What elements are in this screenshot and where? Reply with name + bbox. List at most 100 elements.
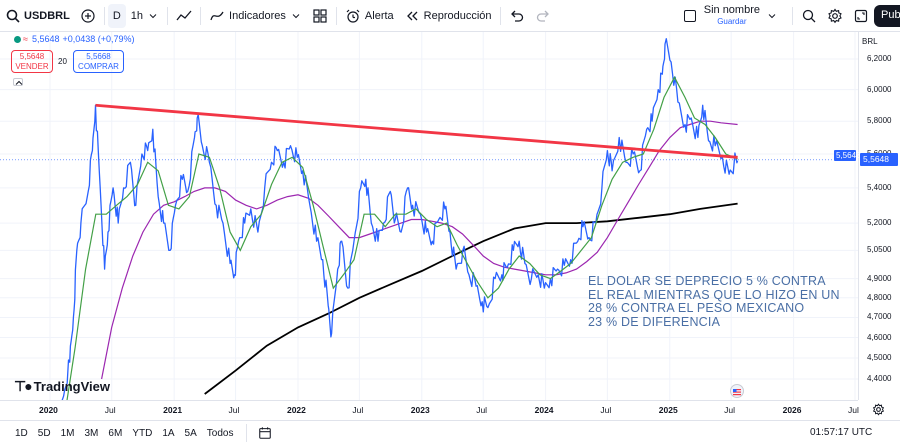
symbol-search-button[interactable]: USDBRL xyxy=(0,4,75,28)
market-status-icon xyxy=(14,35,21,43)
annotation-line: EL REAL MIENTRAS QUE LO HIZO EN UN xyxy=(588,287,840,302)
sell-label: VENDER xyxy=(15,62,49,71)
chart-annotation[interactable]: EL DOLAR SE DEPRECIO 5 % CONTRA EL REAL … xyxy=(588,274,840,329)
divider xyxy=(335,6,337,25)
indicators-button[interactable]: Indicadores xyxy=(204,4,307,28)
price-tick-label: 4,5000 xyxy=(867,353,892,363)
last-price-label: 5,5648 xyxy=(860,153,898,166)
layout-name: Sin nombre Guardar xyxy=(703,3,760,27)
range-button[interactable]: 6M xyxy=(108,427,123,439)
symbol-label: USDBRL xyxy=(24,9,70,22)
layout-name-button[interactable]: Sin nombre Guardar xyxy=(679,4,783,28)
redo-button[interactable] xyxy=(530,4,556,28)
time-axis[interactable]: 2020 Jul 2021 Jul 2022 Jul 2023 Jul 2024 Jul 2025 J… xyxy=(0,400,859,418)
legend-change: +0,0438 (+0,79%) xyxy=(62,34,135,44)
range-button[interactable]: 5D xyxy=(37,427,51,439)
time-tick-label: Jul xyxy=(228,405,240,415)
time-tick-label: Jul xyxy=(476,405,488,415)
range-button[interactable]: Todos xyxy=(206,427,234,439)
range-button[interactable]: 1M xyxy=(60,427,75,439)
time-tick-label: 2023 xyxy=(410,405,430,415)
price-tick-label: 5,0500 xyxy=(867,245,892,255)
tradingview-wordmark: TradingView xyxy=(33,379,110,394)
buy-price: 5,5668 xyxy=(86,52,111,61)
chevron-down-icon xyxy=(292,13,300,18)
currency-label[interactable]: BRL xyxy=(862,37,878,46)
range-button[interactable]: YTD xyxy=(132,427,153,439)
price-tick-label: 5,2000 xyxy=(867,218,892,228)
period-d-button[interactable]: D xyxy=(107,3,126,28)
undo-button[interactable] xyxy=(504,4,530,28)
axis-settings-icon[interactable] xyxy=(872,403,885,416)
range-button[interactable]: 3M xyxy=(84,427,99,439)
buy-button[interactable]: 5,5668 COMPRAR xyxy=(73,50,124,73)
price-tick-label: 4,4000 xyxy=(867,374,892,383)
ma-fast-line xyxy=(66,75,738,400)
chevron-down-icon xyxy=(768,13,776,18)
annotation-line: 23 % DE DIFERENCIA xyxy=(588,314,721,329)
price-scale[interactable]: 6,20006,00005,80005,60005,40005,20005,05… xyxy=(858,32,900,400)
fullscreen-icon xyxy=(854,9,868,22)
replay-button[interactable]: Reproducción xyxy=(399,4,497,28)
legend-collapse-button[interactable] xyxy=(13,78,23,86)
utc-clock[interactable]: 01:57:17 UTC xyxy=(810,427,873,438)
buy-label: COMPRAR xyxy=(78,62,119,71)
range-button[interactable]: 1D xyxy=(15,427,28,439)
indicators-icon xyxy=(210,11,224,20)
tradingview-mark-icon: ⊤● xyxy=(14,378,33,394)
settings-button[interactable] xyxy=(822,4,848,28)
indicators-label: Indicadores xyxy=(229,9,286,22)
replay-label: Reproducción xyxy=(423,9,492,22)
time-tick-label: Jul xyxy=(848,405,859,415)
line-chart-icon xyxy=(176,10,192,20)
annotation-line: 28 % CONTRA EL PESO MEXICANO xyxy=(588,301,805,315)
time-tick-label: 2022 xyxy=(286,405,306,415)
fullscreen-button[interactable] xyxy=(848,4,874,28)
magnifier-icon xyxy=(802,9,816,22)
divider xyxy=(792,6,793,25)
time-tick-label: Jul xyxy=(600,405,612,415)
price-line xyxy=(61,38,739,400)
checkbox-icon xyxy=(683,9,696,22)
time-tick-label: 2025 xyxy=(658,405,678,415)
us-flag-icon xyxy=(730,384,744,398)
period-d-label: D xyxy=(112,9,121,22)
range-button[interactable]: 5A xyxy=(184,427,197,439)
divider xyxy=(103,6,105,25)
time-tick-label: Jul xyxy=(724,405,736,415)
time-tick-label: 2026 xyxy=(782,405,802,415)
chevron-down-icon xyxy=(149,13,157,18)
sell-button[interactable]: 5,5648 VENDER xyxy=(11,50,53,73)
rewind-icon xyxy=(406,11,418,20)
layout-save-label: Guardar xyxy=(717,16,747,26)
quick-search-button[interactable] xyxy=(796,4,822,28)
price-tick-label: 4,7000 xyxy=(867,312,892,322)
ma-mid-line xyxy=(101,120,738,380)
layout-name-label: Sin nombre xyxy=(703,3,760,16)
publish-button[interactable]: Pub xyxy=(874,5,900,27)
layouts-button[interactable] xyxy=(307,4,333,28)
alarm-clock-icon xyxy=(346,9,360,23)
trendline[interactable] xyxy=(95,103,738,159)
calendar-range-icon[interactable] xyxy=(258,426,272,440)
ma-slow-line xyxy=(204,202,738,395)
chevron-up-icon xyxy=(15,80,23,85)
price-tick-label: 6,2000 xyxy=(867,54,892,63)
price-chart[interactable] xyxy=(0,32,858,400)
interval-button[interactable]: 1h xyxy=(126,4,164,28)
sell-price: 5,5648 xyxy=(19,52,45,61)
range-button[interactable]: 1A xyxy=(162,427,175,439)
undo-icon xyxy=(510,10,523,22)
alert-button[interactable]: Alerta xyxy=(340,4,399,28)
redo-icon xyxy=(536,10,549,22)
gear-icon xyxy=(828,8,842,23)
divider xyxy=(499,6,501,25)
chart-grid xyxy=(0,32,858,400)
compare-symbol-button[interactable] xyxy=(75,4,101,28)
flag-stripes-icon xyxy=(733,389,741,396)
time-tick-label: Jul xyxy=(352,405,364,415)
price-tick-label: 5,4000 xyxy=(867,182,892,192)
search-icon xyxy=(6,9,20,23)
chart-type-button[interactable] xyxy=(171,4,197,28)
